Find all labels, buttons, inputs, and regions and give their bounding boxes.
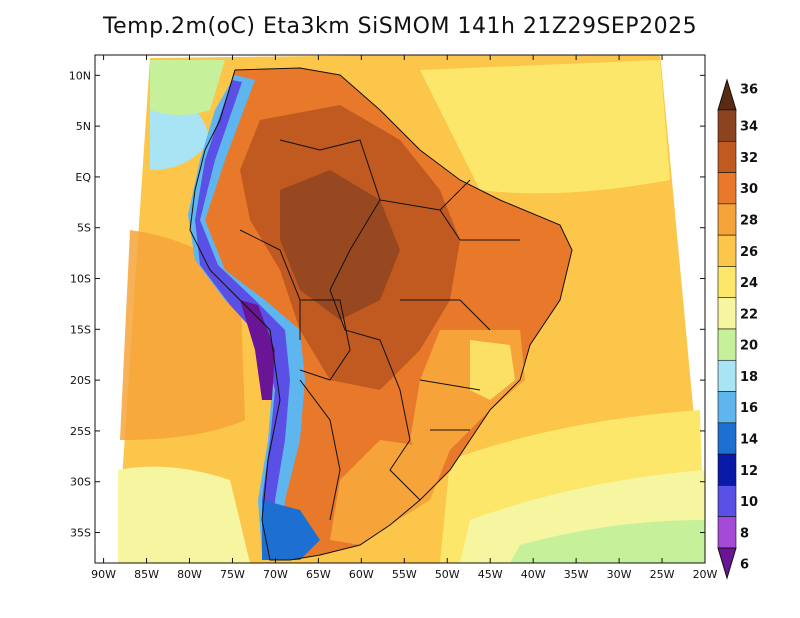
lon-tick-label: 30W [607,568,632,581]
colorbar-label: 28 [740,214,758,229]
interior-hottest [280,170,400,320]
colorbar-label: 18 [740,370,758,385]
south-mild [330,440,450,545]
map-title: Temp.2m(oC) Eta3km SiSMOM 141h 21Z29SEP2… [102,14,698,39]
lon-tick-label: 60W [349,568,374,581]
colorbar-label: 24 [740,276,758,291]
lat-tick-label: EQ [75,171,91,184]
patagonia-cold [262,500,320,560]
colorbar-label: 20 [740,339,758,354]
brazil-west-border [279,139,421,501]
lon-tick-label: 25W [650,568,675,581]
lon-tick-label: 50W [435,568,460,581]
lon-tick-label: 90W [91,568,116,581]
peru-bolivia-border [239,229,301,340]
colorbar-segment [717,485,737,518]
lat-tick-label: 20S [70,374,91,387]
lon-tick-label: 85W [134,568,159,581]
lat-tick-label: 10S [70,273,91,286]
colorbar-segment [717,391,737,424]
colorbar-segment [717,266,737,299]
colorbar-segment [717,422,737,455]
colorbar-label: 16 [740,401,758,416]
country-borders [189,67,573,561]
colorbar-segment [717,234,737,267]
argentina-chile-border [299,379,341,521]
lat-tick-label: 25S [70,425,91,438]
map-field [95,55,705,563]
andes-peaks [240,300,275,400]
lat-tick-label: 10N [69,69,91,82]
colorbar: 36 34 32 30 28 26 24 22 20 18 16 14 12 10 8 6 [717,78,758,580]
colorbar-label: 8 [740,526,749,541]
map-frame [94,54,706,564]
colorbar-label: 36 [740,83,758,98]
lon-tick-label: 20W [693,568,718,581]
colorbar-label: 6 [740,558,749,573]
colorbar-segment [717,172,737,205]
colorbar-label: 26 [740,245,758,260]
lat-tick-label: 35S [70,527,91,540]
minas-highlands [470,340,515,400]
colorbar-segment [717,203,737,236]
andes-coldest [195,80,290,555]
lon-tick-label: 75W [220,568,245,581]
lon-tick-label: 45W [478,568,503,581]
ocean-band-cold-south [510,520,705,563]
lat-tick-label: 5N [76,120,91,133]
colorbar-bottom-arrow [717,547,737,580]
lon-tick-label: 35W [564,568,589,581]
colorbar-segment [717,297,737,330]
colorbar-label: 34 [740,120,758,135]
ocean-band-pacific-south [118,466,250,563]
colorbar-label: 14 [740,433,758,448]
lat-tick-label: 5S [77,222,91,235]
lon-tick-label: 80W [177,568,202,581]
colorbar-segment [717,109,737,142]
latitude-axis: 10N 5N EQ 5S 10S 15S 20S 25S 30S 35S [69,69,705,540]
colorbar-label: 22 [740,307,758,322]
colorbar-segment [717,359,737,392]
colorbar-top-arrow [717,78,737,111]
lon-tick-label: 65W [306,568,331,581]
longitude-axis: 90W 85W 80W 75W 70W 65W 60W 55W 50W 45W 40W 35W 30W 2… [91,55,718,581]
colorbar-label: 30 [740,182,758,197]
bolivia-border [299,299,351,381]
lat-tick-label: 15S [70,323,91,336]
lat-tick-label: 30S [70,476,91,489]
ocean-band-equatorial [420,60,670,194]
lon-tick-label: 70W [263,568,288,581]
colorbar-label: 12 [740,464,758,479]
colorbar-label: 32 [740,151,758,166]
colorbar-segment [717,516,737,549]
colorbar-segment [717,453,737,486]
brazil-states [379,179,520,431]
colorbar-segment [717,328,737,361]
colorbar-segment [717,140,737,173]
lon-tick-label: 55W [392,568,417,581]
lon-tick-label: 40W [521,568,546,581]
ocean-cool-pacific-coast [150,60,225,115]
colorbar-label: 10 [740,495,758,510]
